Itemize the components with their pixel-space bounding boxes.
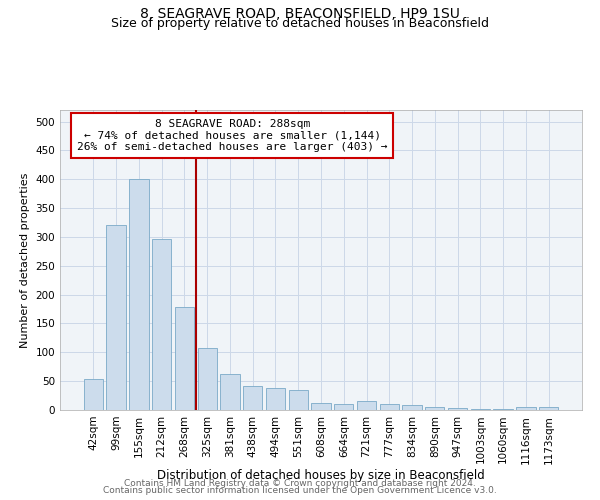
Bar — [152, 238, 172, 410]
Bar — [516, 407, 536, 410]
Bar — [289, 390, 308, 410]
Bar — [197, 348, 217, 410]
Bar — [129, 179, 149, 410]
Bar — [266, 388, 285, 410]
Bar — [106, 226, 126, 410]
Bar — [243, 386, 262, 410]
Bar — [175, 308, 194, 410]
Text: 8, SEAGRAVE ROAD, BEACONSFIELD, HP9 1SU: 8, SEAGRAVE ROAD, BEACONSFIELD, HP9 1SU — [140, 8, 460, 22]
Bar — [380, 404, 399, 410]
Text: Size of property relative to detached houses in Beaconsfield: Size of property relative to detached ho… — [111, 18, 489, 30]
X-axis label: Distribution of detached houses by size in Beaconsfield: Distribution of detached houses by size … — [157, 469, 485, 482]
Bar — [334, 404, 353, 410]
Bar — [357, 402, 376, 410]
Bar — [220, 374, 239, 410]
Text: 8 SEAGRAVE ROAD: 288sqm
← 74% of detached houses are smaller (1,144)
26% of semi: 8 SEAGRAVE ROAD: 288sqm ← 74% of detache… — [77, 119, 388, 152]
Bar — [403, 406, 422, 410]
Bar — [425, 407, 445, 410]
Bar — [448, 408, 467, 410]
Text: Contains HM Land Registry data © Crown copyright and database right 2024.: Contains HM Land Registry data © Crown c… — [124, 478, 476, 488]
Y-axis label: Number of detached properties: Number of detached properties — [20, 172, 30, 348]
Bar — [311, 403, 331, 410]
Bar — [84, 380, 103, 410]
Text: Contains public sector information licensed under the Open Government Licence v3: Contains public sector information licen… — [103, 486, 497, 495]
Bar — [539, 407, 558, 410]
